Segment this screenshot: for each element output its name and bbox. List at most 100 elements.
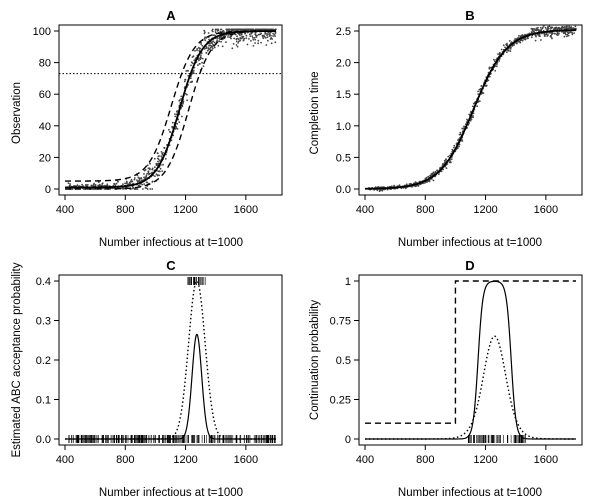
data-point: [377, 186, 380, 188]
panel-D-title: D: [465, 258, 474, 273]
data-point: [432, 179, 435, 182]
data-point: [200, 52, 203, 54]
data-point: [269, 28, 272, 31]
data-point: [535, 27, 538, 30]
data-point: [143, 173, 145, 175]
data-point: [143, 176, 146, 179]
data-point: [476, 105, 478, 108]
data-point: [497, 53, 499, 55]
data-point: [488, 66, 491, 69]
data-point: [182, 102, 184, 105]
data-point: [204, 39, 207, 42]
data-point: [511, 45, 514, 47]
data-point: [415, 185, 417, 188]
x-tick-label: 400: [356, 454, 374, 466]
data-point: [471, 116, 473, 118]
data-point: [227, 34, 230, 36]
data-point: [196, 48, 199, 50]
x-tick-label: 1200: [173, 204, 197, 216]
rug-rejected-samples: [68, 435, 276, 443]
data-point: [272, 35, 274, 37]
data-point: [533, 30, 535, 33]
data-point: [151, 188, 154, 190]
panel-A-ylabel: Observation: [11, 82, 23, 144]
data-point: [132, 187, 135, 189]
data-point: [156, 152, 159, 155]
data-point: [536, 33, 539, 36]
data-point: [274, 28, 277, 31]
data-point: [203, 37, 206, 40]
data-point: [574, 25, 577, 26]
data-point: [129, 180, 132, 183]
data-point: [235, 40, 238, 43]
data-point: [82, 188, 85, 190]
data-point: [271, 38, 274, 40]
data-point: [208, 45, 210, 47]
series-line-dashed: [65, 30, 276, 182]
data-point: [273, 33, 276, 36]
data-point: [563, 35, 566, 38]
data-point: [211, 46, 214, 48]
data-point: [424, 177, 427, 180]
data-point: [191, 80, 194, 83]
data-point: [498, 51, 501, 54]
data-point: [441, 164, 444, 167]
data-point: [445, 167, 448, 170]
data-point: [268, 33, 271, 36]
data-point: [197, 64, 199, 67]
data-point: [485, 84, 488, 87]
data-point: [140, 178, 143, 180]
data-point: [444, 158, 447, 161]
data-point: [252, 38, 255, 41]
data-point: [405, 183, 408, 186]
data-point: [493, 58, 495, 61]
data-point: [155, 173, 158, 176]
data-point: [268, 35, 271, 37]
data-point: [533, 28, 536, 30]
data-point: [274, 41, 277, 44]
panel-B-title: B: [465, 8, 474, 23]
data-point: [143, 169, 146, 172]
data-point: [408, 183, 411, 185]
data-point: [266, 36, 269, 39]
data-point: [257, 42, 260, 45]
data-point: [540, 28, 543, 31]
data-point: [168, 128, 170, 131]
data-point: [508, 40, 511, 42]
data-point: [571, 33, 574, 36]
data-point: [212, 43, 214, 46]
data-point: [158, 174, 161, 177]
data-point: [477, 90, 479, 93]
data-point: [237, 42, 240, 44]
series-line-dotted: [65, 280, 276, 440]
data-point: [548, 25, 551, 28]
data-point: [206, 49, 209, 52]
data-point: [453, 146, 455, 149]
rug-accepted-samples: [187, 277, 206, 285]
data-point: [199, 63, 201, 65]
data-point: [488, 67, 491, 70]
data-point: [220, 40, 223, 43]
y-tick-label: 0.3: [36, 316, 51, 328]
data-point: [137, 184, 140, 187]
panel-C-xlabel: Number infectious at t=1000: [99, 487, 243, 499]
data-point: [426, 181, 428, 183]
data-point: [103, 188, 106, 190]
data-point: [164, 158, 167, 160]
data-point: [257, 39, 260, 42]
data-point: [569, 31, 572, 33]
data-point: [227, 36, 229, 38]
data-point: [545, 33, 548, 36]
data-point: [248, 33, 251, 36]
data-point: [558, 32, 560, 35]
y-tick-label: 1.5: [336, 89, 351, 101]
data-point: [84, 184, 87, 186]
data-point: [147, 170, 150, 173]
data-point: [94, 184, 97, 186]
data-point: [548, 27, 550, 30]
data-point: [539, 29, 542, 32]
y-tick-label: 0.75: [330, 316, 351, 328]
panel-C-ylabel: Estimated ABC acceptance probability: [11, 262, 23, 457]
data-point: [459, 131, 462, 134]
x-tick-label: 1600: [234, 454, 258, 466]
